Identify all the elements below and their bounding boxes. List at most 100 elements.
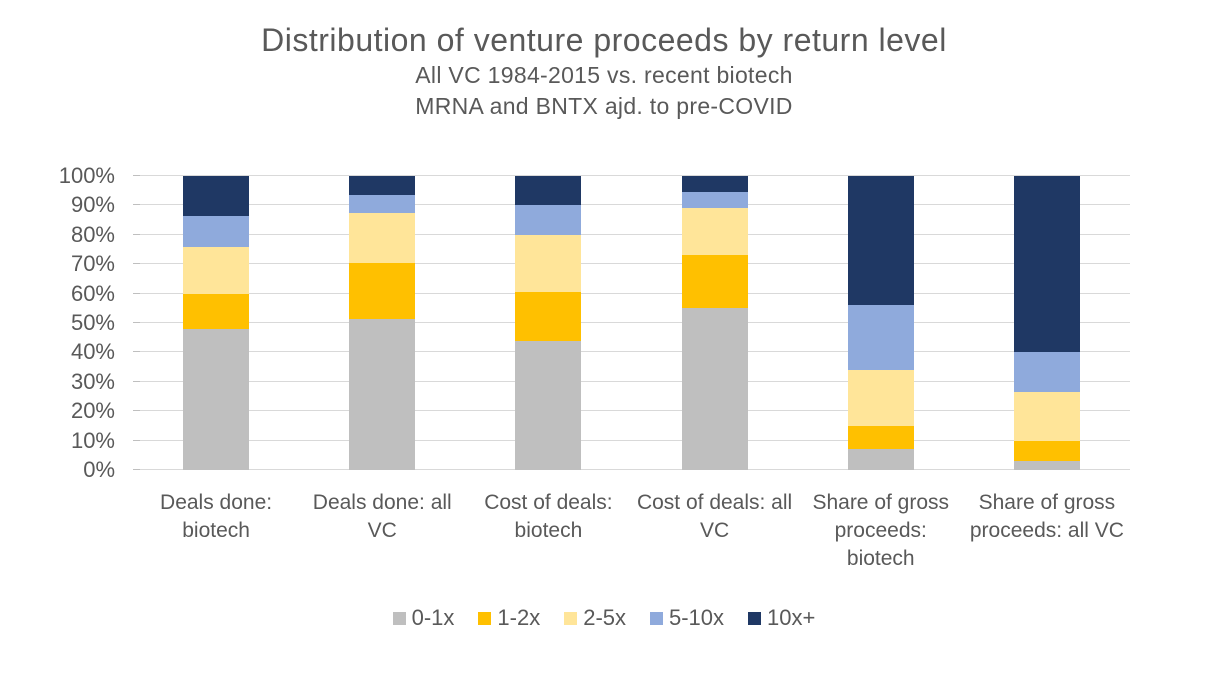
bar-segment-2-5x <box>681 208 748 256</box>
bar-segment-1-2x <box>847 425 914 450</box>
y-tick-label-30%: 30% <box>70 368 115 394</box>
x-category-label: Deals done: all VC <box>312 491 452 542</box>
bar-segment-5-10x <box>847 305 914 371</box>
y-tick-mark-50% <box>133 322 140 323</box>
gridline-50% <box>133 322 1130 323</box>
bar-segment-5-10x <box>1013 352 1080 393</box>
bar-segment-2-5x <box>515 234 582 293</box>
stacked-bar-1 <box>183 176 250 470</box>
bar-segment-2-5x <box>847 370 914 426</box>
y-tick-mark-60% <box>133 292 140 294</box>
gridline-70% <box>133 263 1130 265</box>
chart-header: Distribution of venture proceeds by retu… <box>0 20 1208 122</box>
y-tick-mark-80% <box>133 233 140 235</box>
legend-label-2-5x: 2-5x <box>583 605 626 630</box>
y-tick-label-10%: 10% <box>70 427 115 453</box>
bar-slot <box>964 176 1130 470</box>
x-category-label: Cost of deals: all VC <box>636 491 793 542</box>
y-tick-label-20%: 20% <box>70 398 115 424</box>
bar-segment-0-1x <box>1013 461 1080 470</box>
legend-label-1-2x: 1-2x <box>497 605 541 630</box>
bar-segment-1-2x <box>183 293 250 329</box>
bar-segment-10x+ <box>847 176 914 306</box>
y-tick-label-70%: 70% <box>70 251 115 277</box>
bar-segment-10x+ <box>1013 176 1080 353</box>
y-tick-mark-90% <box>133 204 140 206</box>
legend-label-0-1x: 0-1x <box>411 605 455 630</box>
bar-segment-10x+ <box>515 176 582 206</box>
legend-label-5-10x: 5-10x <box>669 605 725 630</box>
legend-item-10x+: 10x+ <box>748 607 815 629</box>
y-tick-mark-20% <box>133 410 140 412</box>
stacked-bar-5 <box>847 176 914 470</box>
bar-segment-5-10x <box>681 192 748 209</box>
legend-label-10x+: 10x+ <box>767 605 816 630</box>
plot-area <box>133 175 1130 470</box>
legend-item-1-2x: 1-2x <box>478 607 540 629</box>
legend-item-0-1x: 0-1x <box>392 605 455 630</box>
y-tick-mark-40% <box>133 351 140 353</box>
chart-subtitle-line2: MRNA and BNTX ajd. to pre-COVID <box>415 93 793 119</box>
stacked-bar-4 <box>681 176 748 470</box>
bar-slot <box>632 176 798 470</box>
bar-segment-0-1x <box>681 308 748 470</box>
x-category-label: Share of gross proceeds: biotech <box>812 491 950 570</box>
gridline-10% <box>133 439 1130 441</box>
y-tick-mark-70% <box>133 263 140 265</box>
bar-segment-10x+ <box>349 176 416 196</box>
stacked-bar-6 <box>1013 176 1080 470</box>
bar-slot <box>798 176 964 470</box>
y-tick-mark-10% <box>133 439 140 441</box>
y-tick-mark-30% <box>133 380 140 382</box>
legend-swatch-10x+ <box>748 611 762 625</box>
legend-swatch-0-1x <box>392 611 406 625</box>
legend-item-5-10x: 5-10x <box>650 607 724 629</box>
y-tick-mark-0% <box>133 469 140 470</box>
bar-segment-2-5x <box>1013 392 1080 441</box>
y-tick-label-50%: 50% <box>70 310 115 335</box>
y-tick-label-90%: 90% <box>70 192 115 218</box>
bar-segment-0-1x <box>847 449 914 470</box>
y-tick-label-0%: 0% <box>83 457 115 482</box>
stacked-bar-3 <box>515 176 582 470</box>
gridline-20% <box>133 410 1130 412</box>
bar-segment-0-1x <box>515 340 582 470</box>
bar-segment-10x+ <box>183 176 250 216</box>
y-tick-label-60%: 60% <box>70 280 115 306</box>
gridline-60% <box>133 292 1130 294</box>
legend-item-2-5x: 2-5x <box>564 607 626 629</box>
y-tick-label-40%: 40% <box>70 339 115 365</box>
gridline-80% <box>133 233 1130 235</box>
bar-segment-0-1x <box>349 318 416 470</box>
gridline-30% <box>133 380 1130 382</box>
bar-segment-10x+ <box>681 176 748 193</box>
x-category-label: Cost of deals: biotech <box>484 491 613 542</box>
gridline-100% <box>133 175 1130 176</box>
gridline-40% <box>133 351 1130 353</box>
bar-segment-5-10x <box>183 215 250 247</box>
bar-slot <box>299 176 465 470</box>
bar-segment-5-10x <box>349 195 416 213</box>
y-axis: 0% 10% 20% 30% 40% 50% 60% 70% 80% 90% 100% <box>0 165 115 481</box>
bar-segment-1-2x <box>1013 440 1080 462</box>
bar-slot <box>465 176 631 470</box>
bar-segment-1-2x <box>681 255 748 309</box>
legend: 0-1x 1-2x 2-5x 5-10x 10x+ <box>0 607 1208 629</box>
x-axis: Deals done: biotech Deals done: all VC Cos… <box>133 489 1130 589</box>
bar-segment-2-5x <box>349 212 416 263</box>
bar-segment-1-2x <box>515 292 582 341</box>
x-category-label: Deals done: biotech <box>160 491 273 542</box>
chart-subtitle-line1: All VC 1984-2015 vs. recent biotech <box>415 62 793 88</box>
bar-segment-1-2x <box>349 262 416 319</box>
gridline-0% <box>133 469 1130 470</box>
legend-swatch-5-10x <box>650 611 663 625</box>
bar-segment-0-1x <box>183 328 250 470</box>
y-tick-label-100%: 100% <box>58 163 115 188</box>
chart-title: Distribution of venture proceeds by retu… <box>261 22 947 58</box>
gridline-90% <box>133 204 1130 206</box>
bar-segment-2-5x <box>183 246 250 294</box>
y-tick-label-80%: 80% <box>70 221 115 247</box>
bar-segment-5-10x <box>515 205 582 235</box>
legend-swatch-1-2x <box>478 611 492 625</box>
x-category-label: Share of gross proceeds: all VC <box>969 491 1124 542</box>
